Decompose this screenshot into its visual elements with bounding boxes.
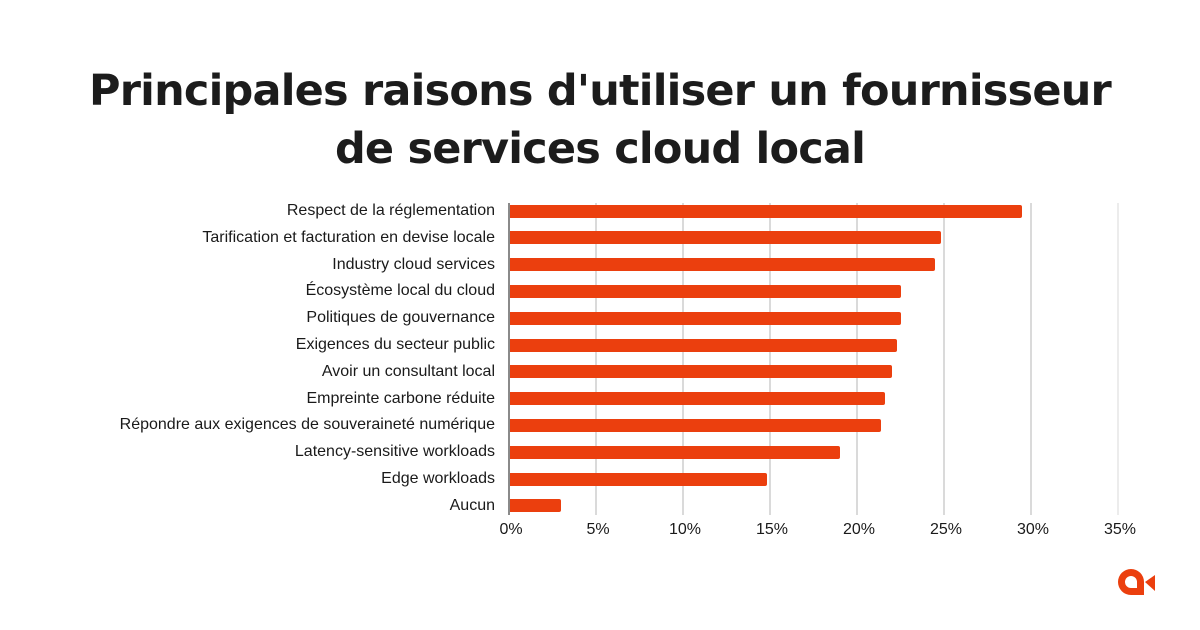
chart-title: Principales raisons d'utiliser un fourni…	[0, 62, 1200, 178]
category-label: Politiques de gouvernance	[306, 309, 495, 327]
bar	[509, 499, 562, 513]
bar	[509, 418, 882, 432]
bar	[509, 311, 901, 325]
brand-logo-icon	[1118, 569, 1155, 595]
category-label: Empreinte carbone réduite	[306, 389, 495, 407]
x-tick-label: 10%	[668, 521, 702, 538]
bar	[509, 231, 941, 245]
category-label: Industry cloud services	[332, 255, 495, 273]
bar	[509, 284, 901, 298]
bar	[509, 445, 840, 459]
x-tick-label: 30%	[1016, 521, 1050, 538]
category-label: Écosystème local du cloud	[305, 282, 495, 300]
bar	[509, 338, 898, 352]
category-label: Répondre aux exigences de souveraineté n…	[119, 416, 495, 434]
bar	[509, 365, 892, 379]
gridline	[943, 203, 945, 515]
category-label: Exigences du secteur public	[295, 336, 495, 353]
category-label: Aucun	[449, 496, 495, 514]
gridline	[682, 203, 684, 515]
x-tick-label: 5%	[586, 521, 610, 538]
gridline	[595, 203, 597, 515]
bar	[509, 204, 1023, 218]
gridline	[769, 203, 771, 515]
category-label: Edge workloads	[381, 470, 495, 487]
bar	[509, 392, 885, 406]
gridline	[1117, 203, 1119, 515]
category-label: Avoir un consultant local	[321, 362, 495, 380]
x-tick-label: 25%	[929, 521, 963, 538]
category-label: Respect de la réglementation	[286, 202, 495, 219]
y-axis-line	[508, 203, 510, 515]
category-label: Latency-sensitive workloads	[294, 443, 495, 461]
x-tick-label: 20%	[842, 521, 876, 538]
bar	[509, 258, 936, 272]
x-tick-label: 35%	[1103, 521, 1137, 538]
gridline	[1030, 203, 1032, 515]
chart-title-line-1: Principales raisons d'utiliser un fourni…	[89, 66, 1112, 116]
x-tick-label: 15%	[755, 521, 789, 538]
bar	[509, 472, 767, 486]
category-label: Tarification et facturation en devise lo…	[202, 228, 495, 246]
x-tick-label: 0%	[499, 521, 523, 538]
gridline	[856, 203, 858, 515]
chart-title-line-2: de services cloud local	[334, 124, 866, 174]
